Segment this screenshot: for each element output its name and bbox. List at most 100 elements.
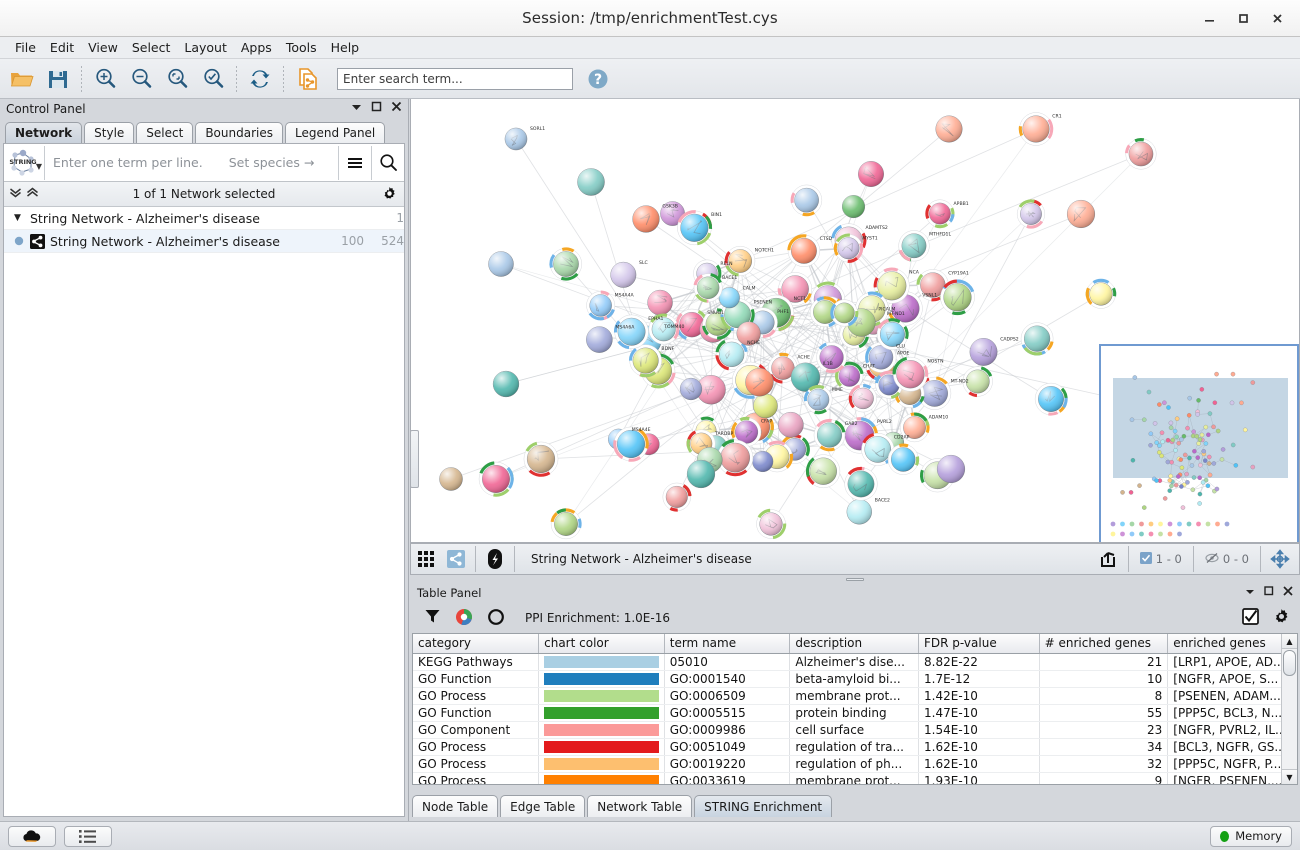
annotation-icon[interactable] <box>480 544 510 574</box>
network-tree-child-row[interactable]: String Network - Alzheimer's disease 100… <box>4 230 404 253</box>
birds-eye-viewport[interactable] <box>1113 378 1288 478</box>
string-logo-icon[interactable]: STRING ▼ <box>4 145 44 181</box>
network-node[interactable] <box>752 450 774 473</box>
menu-tools[interactable]: Tools <box>285 40 317 55</box>
menu-edit[interactable]: Edit <box>49 40 75 55</box>
network-node[interactable] <box>662 482 692 512</box>
panel-splitter[interactable] <box>410 575 1300 583</box>
share-network-icon[interactable] <box>441 544 471 574</box>
chevron-down-icon[interactable]: ▼ <box>35 162 43 171</box>
network-node[interactable] <box>660 201 685 226</box>
search-input[interactable]: Enter search term... <box>337 67 573 90</box>
birds-eye-navigator[interactable] <box>1099 344 1299 542</box>
menu-help[interactable]: Help <box>330 40 360 55</box>
set-species-link[interactable]: Set species → <box>228 155 315 170</box>
tab-edge-table[interactable]: Edge Table <box>500 795 586 817</box>
export-image-icon[interactable] <box>1094 544 1124 574</box>
tab-boundaries[interactable]: Boundaries <box>195 122 283 143</box>
zoom-out-icon[interactable] <box>123 62 159 96</box>
hamburger-icon[interactable] <box>339 145 371 181</box>
network-node[interactable] <box>830 299 859 327</box>
zoom-fit-icon[interactable] <box>159 62 195 96</box>
network-node[interactable] <box>523 441 559 477</box>
network-node[interactable] <box>577 168 605 196</box>
network-node[interactable] <box>731 416 762 447</box>
table-row[interactable]: GO Function GO:0001540 beta-amyloid bi... 1… <box>413 670 1297 688</box>
network-node[interactable] <box>813 418 846 452</box>
string-term-input[interactable]: Enter one term per line. Set species → <box>45 155 338 170</box>
select-all-checkbox-icon[interactable] <box>1242 608 1259 628</box>
network-node[interactable] <box>873 267 910 304</box>
node-size-slider[interactable] <box>410 430 419 488</box>
scrollbar-thumb[interactable] <box>1283 650 1296 676</box>
network-node[interactable] <box>679 377 703 401</box>
float-panel-icon[interactable] <box>1264 585 1274 599</box>
column-header-fdr-pvalue[interactable]: FDR p-value <box>918 634 1040 654</box>
network-node[interactable] <box>1018 112 1054 146</box>
settings-gear-icon[interactable] <box>382 186 397 204</box>
zoom-in-icon[interactable] <box>87 62 123 96</box>
menu-file[interactable]: File <box>15 40 36 55</box>
tab-network[interactable]: Network <box>5 122 83 143</box>
network-node[interactable] <box>861 432 895 466</box>
network-node[interactable] <box>613 426 649 462</box>
network-node[interactable] <box>586 326 613 353</box>
network-node[interactable] <box>790 362 821 392</box>
network-node[interactable] <box>478 461 514 497</box>
network-node[interactable] <box>892 356 929 392</box>
network-node[interactable] <box>1066 199 1096 229</box>
network-node[interactable] <box>803 385 833 415</box>
settings-gear-icon[interactable] <box>1273 608 1290 628</box>
refresh-icon[interactable] <box>242 62 278 96</box>
network-node[interactable] <box>925 199 955 229</box>
help-icon[interactable]: ? <box>585 66 611 92</box>
zoom-selected-icon[interactable] <box>195 62 231 96</box>
network-node[interactable] <box>768 352 798 384</box>
scroll-up-icon[interactable]: ▲ <box>1282 634 1297 649</box>
table-row[interactable]: GO Process GO:0019220 regulation of ph... 1… <box>413 755 1297 773</box>
close-icon[interactable] <box>1260 4 1294 34</box>
network-node[interactable] <box>918 376 952 410</box>
network-node[interactable] <box>865 341 897 373</box>
table-row[interactable]: GO Process GO:0006509 membrane prot... 1.42… <box>413 687 1297 705</box>
network-node[interactable] <box>844 466 878 501</box>
chart-color-icon[interactable] <box>455 608 473 629</box>
network-node[interactable] <box>628 344 662 378</box>
network-node[interactable] <box>777 411 804 438</box>
cloud-icon[interactable] <box>8 825 56 847</box>
open-folder-icon[interactable] <box>4 62 40 96</box>
selected-nodes-count[interactable]: 1 - 0 <box>1133 551 1189 567</box>
network-node[interactable] <box>787 234 821 268</box>
table-row[interactable]: GO Process GO:0033619 membrane prot... 1.93… <box>413 772 1297 784</box>
list-icon[interactable] <box>64 825 112 847</box>
table-row[interactable]: GO Function GO:0005515 protein binding 1.47… <box>413 704 1297 722</box>
fit-content-icon[interactable] <box>1265 544 1295 574</box>
scroll-down-icon[interactable]: ▼ <box>1282 769 1297 784</box>
network-node[interactable] <box>809 296 841 328</box>
table-vertical-scrollbar[interactable]: ▲ ▼ <box>1281 634 1297 784</box>
network-node[interactable] <box>1034 382 1068 416</box>
network-node[interactable] <box>777 272 813 306</box>
network-node[interactable] <box>610 261 637 288</box>
network-node[interactable] <box>745 368 774 397</box>
column-header-term-name[interactable]: term name <box>664 634 791 654</box>
minimize-icon[interactable] <box>1192 4 1226 34</box>
network-graph[interactable]: MT-ND2 MT-ND1 VSNL1 ADAMTS2 PVRL2 TOMM40 SMUG1… <box>411 99 1300 543</box>
tab-string-enrichment[interactable]: STRING Enrichment <box>694 795 833 817</box>
close-panel-icon[interactable] <box>391 101 402 115</box>
hidden-nodes-count[interactable]: 0 - 0 <box>1198 552 1256 567</box>
network-node[interactable] <box>1125 138 1157 170</box>
network-canvas[interactable]: MT-ND2 MT-ND1 VSNL1 ADAMTS2 PVRL2 TOMM40 SMUG1… <box>410 99 1300 543</box>
menu-layout[interactable]: Layout <box>184 40 227 55</box>
network-node[interactable] <box>632 205 660 233</box>
network-node[interactable] <box>1020 322 1054 356</box>
network-node[interactable] <box>969 338 998 366</box>
network-node[interactable] <box>439 467 463 491</box>
menu-apps[interactable]: Apps <box>240 40 272 55</box>
column-header-enriched-genes[interactable]: enriched genes <box>1167 634 1297 654</box>
column-header-category[interactable]: category <box>413 634 540 654</box>
maximize-icon[interactable] <box>1226 4 1260 34</box>
chevron-down-icon[interactable] <box>351 101 362 115</box>
network-node[interactable] <box>550 508 582 540</box>
expand-all-icon[interactable] <box>26 187 39 201</box>
